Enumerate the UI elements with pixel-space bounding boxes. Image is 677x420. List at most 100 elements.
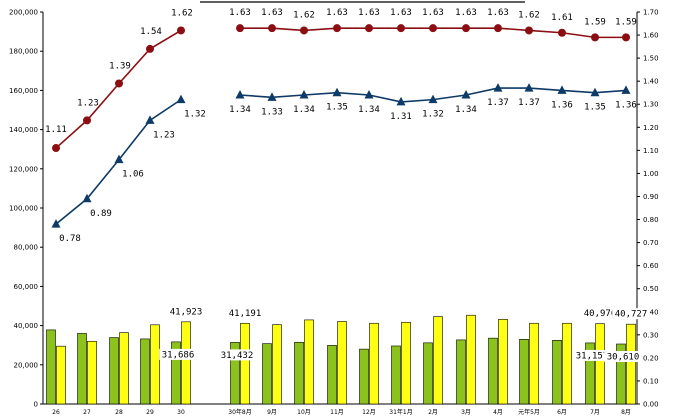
x-tick-label: 2月 — [428, 409, 438, 416]
bar-label-bg — [159, 348, 197, 360]
blue-data-label: 1.34 — [293, 105, 315, 115]
red-data-label: 1.11 — [45, 125, 67, 135]
x-tick-label: 3月 — [461, 409, 471, 416]
blue-triangle-marker — [428, 94, 438, 104]
right-tick-label: 0.20 — [643, 354, 659, 362]
red-circle-marker — [494, 24, 502, 33]
bar-green — [391, 345, 401, 405]
red-circle-marker — [462, 24, 470, 33]
bar-yellow — [337, 321, 347, 405]
blue-triangle-marker — [145, 115, 155, 124]
right-tick-label: 0.90 — [643, 193, 659, 201]
bar-label-bg — [167, 305, 205, 317]
left-tick-label: 0 — [34, 401, 38, 409]
bar-label-bg — [573, 349, 611, 361]
bar-yellow — [562, 322, 572, 405]
bar-label-yellow: 41,191 — [229, 309, 262, 319]
bar-green — [359, 348, 369, 405]
red-data-label: 1.59 — [615, 17, 637, 27]
left-tick-label: 200,000 — [9, 9, 38, 17]
red-circle-marker — [429, 24, 437, 33]
blue-triangle-marker — [557, 85, 567, 94]
bar-green — [294, 341, 304, 405]
left-tick-label: 180,000 — [9, 48, 38, 56]
blue-data-label: 0.89 — [90, 209, 112, 219]
bar-yellow — [240, 322, 250, 405]
bar-yellow — [304, 319, 314, 405]
bar-label-bg — [612, 308, 650, 320]
bar-green — [262, 343, 272, 405]
bar-green — [46, 329, 56, 405]
blue-data-label: 1.34 — [358, 105, 380, 115]
bar-label-bg — [226, 307, 264, 319]
bar-yellow — [433, 316, 443, 405]
bar-green — [519, 339, 529, 405]
bar-yellow — [498, 319, 508, 405]
red-circle-marker — [52, 144, 60, 153]
right-tick-label: 0.80 — [643, 216, 659, 224]
x-tick-label: 28 — [115, 409, 123, 416]
red-circle-marker — [333, 24, 341, 33]
bar-green — [488, 337, 498, 405]
left-tick-label: 140,000 — [9, 126, 38, 134]
x-tick-label: 27 — [83, 409, 91, 416]
blue-data-label: 1.35 — [584, 103, 606, 113]
right-tick-label: 1.50 — [643, 55, 659, 63]
red-data-label: 1.62 — [293, 10, 315, 20]
red-circle-marker — [83, 116, 91, 125]
left-tick-label: 60,000 — [14, 283, 39, 291]
x-tick-label: 8月 — [621, 409, 631, 416]
right-tick-label: 0.40 — [643, 308, 659, 316]
right-tick-label: 0.30 — [643, 331, 659, 339]
bar-green — [140, 338, 150, 405]
x-tick-label: 7月 — [590, 409, 600, 416]
red-data-label: 1.63 — [455, 8, 477, 18]
red-circle-marker — [525, 26, 533, 35]
bar-green — [456, 339, 466, 405]
blue-triangle-marker — [461, 90, 471, 99]
red-circle-marker — [146, 44, 154, 53]
x-tick-label: 11月 — [330, 409, 344, 416]
red-data-label: 1.61 — [551, 13, 573, 23]
x-tick-label: 4月 — [493, 409, 503, 416]
x-tick-label: 10月 — [297, 409, 311, 416]
red-data-label: 1.63 — [261, 8, 283, 18]
right-tick-label: 0.50 — [643, 285, 659, 293]
x-tick-label: 12月 — [362, 409, 376, 416]
blue-triangle-marker — [82, 193, 92, 203]
bar-green — [327, 345, 337, 405]
bar-label-bg — [604, 351, 642, 363]
bar-yellow — [56, 345, 66, 405]
blue-data-label: 1.34 — [455, 105, 477, 115]
red-data-label: 1.39 — [109, 61, 131, 71]
bar-green — [423, 342, 433, 405]
blue-data-label: 1.34 — [229, 105, 251, 115]
blue-triangle-marker — [299, 90, 309, 99]
blue-data-label: 1.32 — [422, 110, 444, 120]
x-tick-label: 26 — [52, 409, 60, 416]
red-circle-marker — [365, 24, 373, 33]
blue-triangle-marker — [621, 85, 631, 94]
red-data-label: 1.63 — [358, 8, 380, 18]
bar-green — [616, 343, 626, 405]
blue-triangle-marker — [590, 87, 600, 97]
red-data-label: 1.63 — [229, 8, 251, 18]
red-circle-marker — [115, 79, 123, 88]
blue-triangle-marker — [235, 90, 245, 99]
bar-yellow — [369, 322, 379, 405]
left-tick-label: 40,000 — [14, 322, 39, 330]
red-circle-marker — [558, 28, 566, 37]
right-tick-label: 0.00 — [643, 401, 659, 409]
bar-label-yellow: 40,727 — [615, 310, 648, 320]
right-tick-label: 1.00 — [643, 170, 659, 178]
bar-yellow — [87, 340, 97, 405]
blue-triangle-marker — [524, 83, 534, 92]
right-tick-label: 1.70 — [643, 9, 659, 17]
bar-green — [585, 342, 595, 405]
bar-label-yellow: 41,923 — [170, 307, 203, 317]
bar-yellow — [150, 324, 160, 405]
red-circle-marker — [622, 33, 630, 42]
left-tick-label: 80,000 — [14, 244, 39, 252]
right-tick-label: 1.20 — [643, 124, 659, 132]
